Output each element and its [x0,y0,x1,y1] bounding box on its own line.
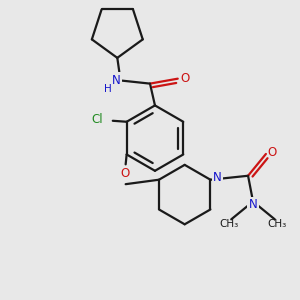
Text: O: O [120,167,129,180]
Text: N: N [249,198,257,211]
Text: O: O [180,72,189,85]
Text: CH₃: CH₃ [220,219,239,229]
Text: H: H [103,84,111,94]
Text: Cl: Cl [91,113,103,126]
Text: O: O [267,146,277,160]
Text: CH₃: CH₃ [267,219,286,229]
Text: N: N [213,171,222,184]
Text: N: N [112,74,121,87]
